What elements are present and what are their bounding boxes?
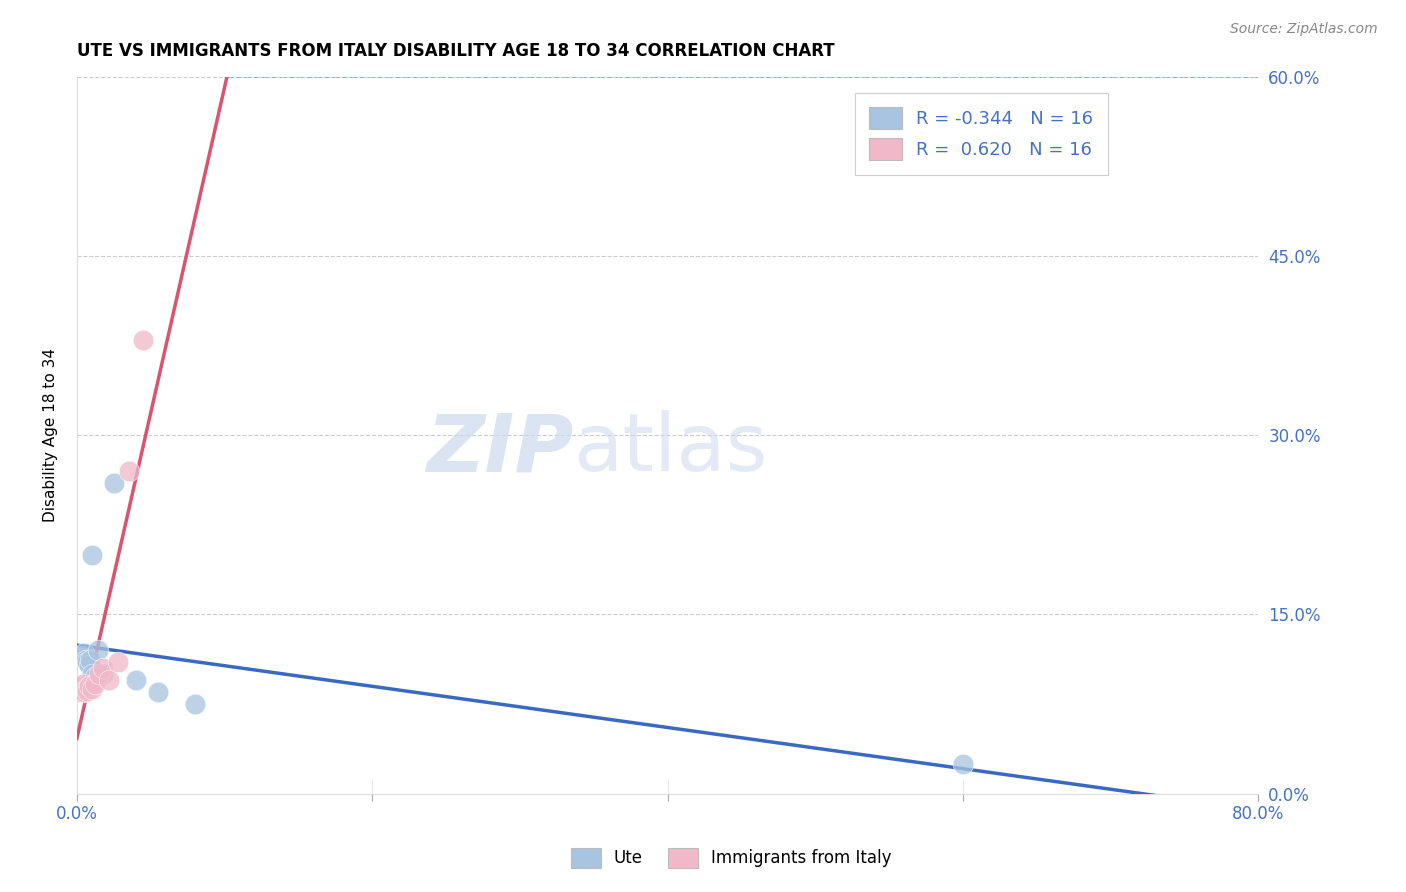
Point bbox=[86, 643, 108, 657]
Legend: R = -0.344   N = 16, R =  0.620   N = 16: R = -0.344 N = 16, R = 0.620 N = 16 bbox=[855, 93, 1108, 175]
Point bbox=[73, 685, 96, 699]
Point bbox=[107, 655, 129, 669]
Point bbox=[80, 548, 103, 562]
Point bbox=[76, 684, 98, 698]
Point bbox=[125, 673, 148, 687]
Point bbox=[952, 756, 974, 771]
Point bbox=[75, 681, 97, 696]
Point bbox=[69, 681, 91, 696]
Point bbox=[75, 653, 97, 667]
Point bbox=[67, 685, 90, 699]
Point bbox=[70, 679, 93, 693]
Point bbox=[103, 475, 125, 490]
Point bbox=[83, 669, 105, 683]
Point bbox=[70, 649, 93, 664]
Point bbox=[93, 667, 115, 681]
Point bbox=[87, 667, 110, 681]
Text: UTE VS IMMIGRANTS FROM ITALY DISABILITY AGE 18 TO 34 CORRELATION CHART: UTE VS IMMIGRANTS FROM ITALY DISABILITY … bbox=[77, 42, 835, 60]
Text: atlas: atlas bbox=[574, 410, 768, 489]
Point bbox=[79, 653, 101, 667]
Point bbox=[76, 655, 98, 669]
Text: ZIP: ZIP bbox=[426, 410, 574, 489]
Point bbox=[184, 697, 207, 711]
Point bbox=[98, 673, 121, 687]
Point bbox=[93, 661, 115, 675]
Point bbox=[117, 464, 139, 478]
Y-axis label: Disability Age 18 to 34: Disability Age 18 to 34 bbox=[44, 348, 58, 522]
Legend: Ute, Immigrants from Italy: Ute, Immigrants from Italy bbox=[564, 841, 898, 875]
Point bbox=[80, 667, 103, 681]
Point bbox=[83, 677, 105, 691]
Point bbox=[146, 685, 169, 699]
Point bbox=[132, 333, 155, 347]
Text: Source: ZipAtlas.com: Source: ZipAtlas.com bbox=[1230, 22, 1378, 37]
Point bbox=[72, 677, 94, 691]
Point bbox=[73, 646, 96, 660]
Point bbox=[77, 679, 100, 693]
Point bbox=[80, 681, 103, 696]
Point bbox=[77, 657, 100, 672]
